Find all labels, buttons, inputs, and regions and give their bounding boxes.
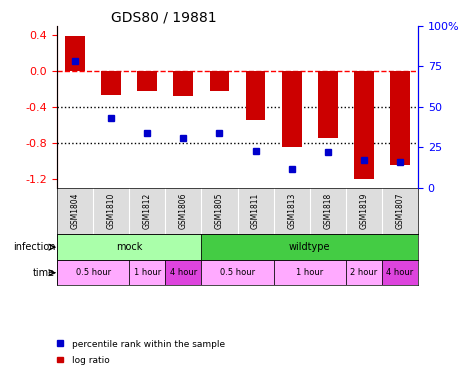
Text: percentile rank within the sample: percentile rank within the sample bbox=[72, 340, 225, 348]
Bar bbox=[101, 71, 121, 95]
Bar bbox=[201, 260, 274, 285]
Text: 1 hour: 1 hour bbox=[296, 268, 323, 277]
Text: 4 hour: 4 hour bbox=[386, 268, 414, 277]
Bar bbox=[65, 37, 85, 71]
Text: 0.5 hour: 0.5 hour bbox=[76, 268, 111, 277]
Bar bbox=[57, 235, 201, 260]
Text: infection: infection bbox=[13, 242, 55, 252]
Text: GSM1804: GSM1804 bbox=[71, 193, 79, 229]
Text: GSM1811: GSM1811 bbox=[251, 193, 260, 229]
Text: 1 hour: 1 hour bbox=[133, 268, 161, 277]
Text: GSM1818: GSM1818 bbox=[323, 193, 332, 229]
Text: mock: mock bbox=[116, 242, 142, 252]
Bar bbox=[274, 260, 346, 285]
Bar bbox=[129, 260, 165, 285]
Bar bbox=[282, 71, 302, 147]
Text: GSM1805: GSM1805 bbox=[215, 193, 224, 229]
Bar bbox=[354, 71, 374, 179]
Bar bbox=[246, 71, 266, 120]
Text: 4 hour: 4 hour bbox=[170, 268, 197, 277]
Bar bbox=[346, 260, 382, 285]
Text: 0.5 hour: 0.5 hour bbox=[220, 268, 255, 277]
Bar bbox=[382, 260, 418, 285]
Text: log ratio: log ratio bbox=[72, 356, 110, 365]
Text: GSM1807: GSM1807 bbox=[396, 193, 404, 229]
Text: GSM1812: GSM1812 bbox=[143, 193, 152, 229]
Bar bbox=[209, 71, 229, 90]
Text: GSM1810: GSM1810 bbox=[107, 193, 115, 229]
Text: wildtype: wildtype bbox=[289, 242, 331, 252]
Bar bbox=[201, 235, 418, 260]
Text: 2 hour: 2 hour bbox=[350, 268, 378, 277]
Text: GSM1813: GSM1813 bbox=[287, 193, 296, 229]
Bar bbox=[137, 71, 157, 92]
Bar bbox=[165, 260, 201, 285]
Text: GSM1806: GSM1806 bbox=[179, 193, 188, 229]
Text: GDS80 / 19881: GDS80 / 19881 bbox=[111, 11, 217, 25]
Text: time: time bbox=[33, 268, 55, 278]
Bar bbox=[318, 71, 338, 138]
Bar bbox=[57, 260, 129, 285]
Bar bbox=[173, 71, 193, 96]
Bar bbox=[390, 71, 410, 165]
Text: GSM1819: GSM1819 bbox=[360, 193, 368, 229]
